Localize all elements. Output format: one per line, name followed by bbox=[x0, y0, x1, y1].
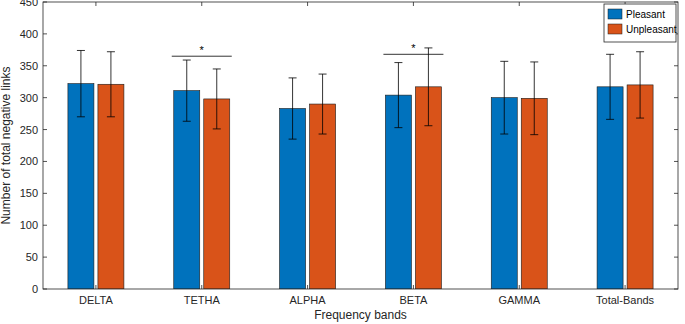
x-tick-top bbox=[413, 2, 414, 6]
x-axis-label: Frequency bands bbox=[314, 308, 407, 322]
error-bar bbox=[424, 48, 432, 126]
bars bbox=[68, 48, 653, 289]
error-bar bbox=[394, 63, 402, 128]
y-tick-right bbox=[674, 193, 678, 194]
y-tick-label: 400 bbox=[20, 28, 38, 40]
y-tick-right bbox=[674, 161, 678, 162]
error-bar bbox=[606, 54, 614, 119]
error-bar bbox=[500, 61, 508, 134]
y-tick-label: 250 bbox=[20, 124, 38, 136]
y-tick-label: 300 bbox=[20, 92, 38, 104]
y-tick-label: 450 bbox=[20, 0, 38, 8]
error-bar bbox=[530, 62, 538, 135]
y-tick bbox=[43, 65, 47, 66]
x-tick-top bbox=[95, 2, 96, 6]
y-tick bbox=[43, 129, 47, 130]
error-bar bbox=[183, 60, 191, 121]
y-tick-label: 350 bbox=[20, 60, 38, 72]
y-tick-right bbox=[674, 65, 678, 66]
legend-box bbox=[604, 4, 676, 42]
x-tick bbox=[625, 285, 626, 289]
y-tick-label: 200 bbox=[20, 155, 38, 167]
plot-frame bbox=[43, 2, 678, 289]
y-axis-label: Number of total negative links bbox=[0, 66, 13, 224]
y-tick-right bbox=[674, 257, 678, 258]
error-bar bbox=[289, 78, 297, 139]
y-tick-label: 50 bbox=[26, 251, 38, 263]
y-tick-label: 150 bbox=[20, 187, 38, 199]
x-tick bbox=[413, 285, 414, 289]
x-tick-top bbox=[307, 2, 308, 6]
y-tick-right bbox=[674, 225, 678, 226]
x-tick-top bbox=[201, 2, 202, 6]
y-tick-label: 100 bbox=[20, 219, 38, 231]
y-tick bbox=[43, 161, 47, 162]
y-tick bbox=[43, 97, 47, 98]
significance-label: * bbox=[411, 42, 416, 54]
x-tick-top bbox=[519, 2, 520, 6]
x-tick-label: GAMMA bbox=[498, 294, 540, 306]
plot-bg bbox=[43, 2, 678, 289]
y-tick-right bbox=[674, 129, 678, 130]
chart: 0 50 100 150 200 250 300 350 400 450 DELTA TETHA ALP… bbox=[0, 0, 685, 324]
y-tick-label: 0 bbox=[32, 283, 38, 295]
x-tick-label: TETHA bbox=[184, 294, 221, 306]
x-tick bbox=[95, 285, 96, 289]
error-bar bbox=[77, 50, 85, 116]
x-tick-label: ALPHA bbox=[290, 294, 327, 306]
x-tick bbox=[519, 285, 520, 289]
legend-label: Unpleasant bbox=[626, 24, 677, 35]
error-bar bbox=[636, 52, 644, 118]
x-tick-label: DELTA bbox=[79, 294, 113, 306]
error-bar bbox=[319, 74, 327, 134]
y-tick bbox=[43, 257, 47, 258]
y-tick bbox=[43, 33, 47, 34]
legend-label: Pleasant bbox=[626, 9, 665, 20]
legend: Pleasant Unpleasant bbox=[604, 4, 677, 42]
x-tick-label: Total-Bands bbox=[596, 294, 655, 306]
x-tick bbox=[307, 285, 308, 289]
y-tick bbox=[43, 225, 47, 226]
legend-swatch bbox=[608, 24, 622, 34]
error-bar bbox=[107, 52, 115, 117]
x-tick-label: BETA bbox=[399, 294, 428, 306]
legend-swatch bbox=[608, 9, 622, 19]
y-tick bbox=[43, 193, 47, 194]
error-bar bbox=[213, 69, 221, 129]
x-tick bbox=[201, 285, 202, 289]
significance-label: * bbox=[200, 44, 205, 56]
y-tick-right bbox=[674, 97, 678, 98]
